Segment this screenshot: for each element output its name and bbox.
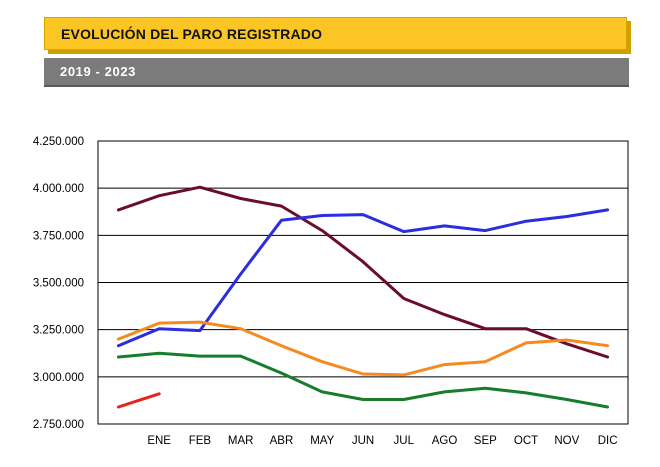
x-tick-label: ENE	[147, 435, 171, 447]
title-banner: EVOLUCIÓN DEL PARO REGISTRADO	[44, 17, 627, 50]
y-tick-label: 4.000.000	[33, 183, 84, 195]
y-tick-label: 3.750.000	[33, 230, 84, 242]
chart-title: EVOLUCIÓN DEL PARO REGISTRADO	[61, 26, 323, 42]
x-tick-label: DIC	[598, 435, 618, 447]
x-tick-label: MAR	[228, 435, 254, 447]
y-tick-label: 4.250.000	[33, 136, 84, 148]
series-line-3	[116, 320, 610, 377]
series-line-4	[116, 351, 610, 409]
y-tick-label: 3.250.000	[33, 325, 84, 337]
y-tick-label: 3.000.000	[33, 372, 84, 384]
series-line-5	[116, 392, 161, 409]
x-tick-label: NOV	[554, 435, 579, 447]
y-tick-label: 2.750.000	[33, 419, 84, 431]
y-tick-label: 3.500.000	[33, 278, 84, 290]
chart-subtitle: 2019 - 2023	[60, 64, 136, 79]
x-tick-label: FEB	[189, 435, 212, 447]
x-tick-label: MAY	[310, 435, 334, 447]
x-tick-label: SEP	[474, 435, 497, 447]
x-tick-label: AGO	[432, 435, 458, 447]
x-tick-label: OCT	[514, 435, 538, 447]
x-tick-label: JUN	[352, 435, 374, 447]
series-line-2	[116, 208, 610, 348]
years-banner: 2019 - 2023	[44, 58, 629, 87]
x-tick-label: ABR	[270, 435, 294, 447]
x-tick-label: JUL	[394, 435, 415, 447]
series-line-1	[116, 185, 610, 359]
